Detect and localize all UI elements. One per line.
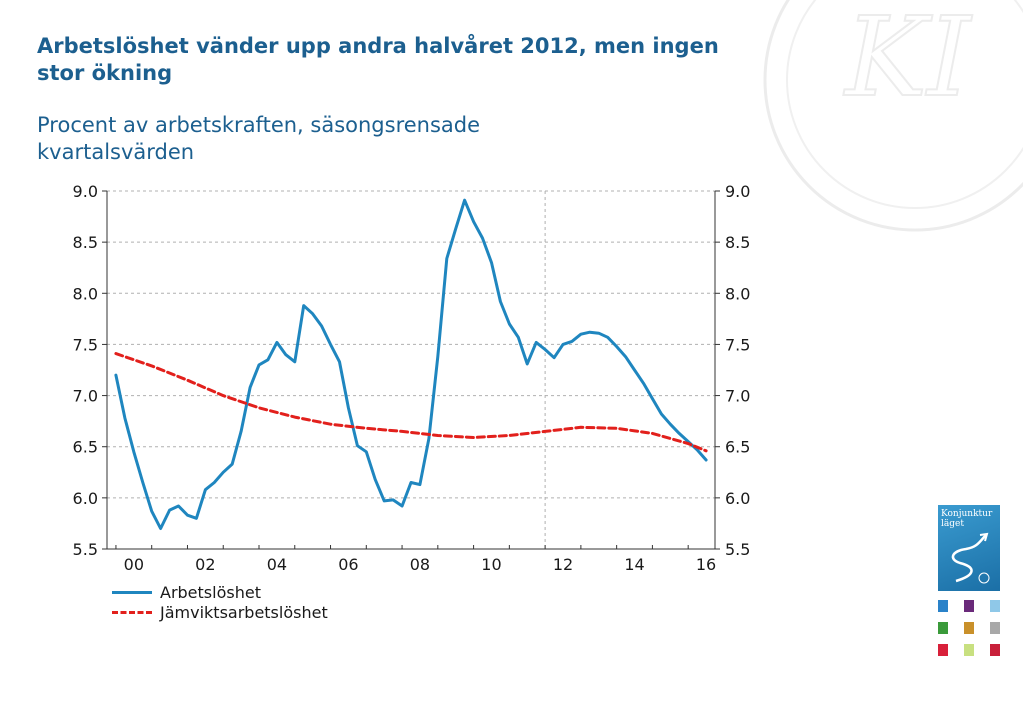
x-tick-label: 04 [267, 555, 287, 574]
x-tick-label: 06 [338, 555, 358, 574]
series-line-jamviktsarbetsloshet [114, 352, 708, 453]
y-tick-label-right: 8.5 [725, 233, 750, 252]
legend: Arbetslöshet Jämviktsarbetslöshet [112, 582, 328, 622]
svg-text:KI: KI [843, 0, 973, 121]
gridlines [107, 190, 715, 499]
cover-title-line2: läget [941, 519, 964, 529]
report-thumbnail [938, 622, 948, 634]
y-tick-label-left: 6.0 [73, 489, 98, 508]
y-tick-label-right: 6.5 [725, 438, 750, 457]
report-thumbnail [964, 644, 974, 656]
cover-title-line1: Konjunktur [941, 509, 993, 519]
y-tick-label-right: 7.0 [725, 387, 750, 406]
legend-item-jamviktsarbetsloshet: Jämviktsarbetslöshet [112, 602, 328, 622]
y-tick-label-right: 5.5 [725, 540, 750, 559]
y-tick-label-left: 6.5 [73, 438, 98, 457]
x-tick-label: 02 [195, 555, 215, 574]
legend-item-arbetsloshet: Arbetslöshet [112, 582, 328, 602]
report-thumbnail [964, 622, 974, 634]
legend-label-jamviktsarbetsloshet: Jämviktsarbetslöshet [160, 602, 328, 622]
legend-swatch-dashed [112, 610, 152, 614]
y-tick-label-left: 9.0 [73, 182, 98, 201]
legend-swatch-solid [112, 590, 152, 594]
y-tick-label-right: 9.0 [725, 182, 750, 201]
x-tick-label: 10 [481, 555, 501, 574]
line-chart: 5.5 5.5 6.0 6.0 6.5 6.5 7.0 7.0 7.5 7.5 8.0 8.0 8.5 8… [73, 182, 751, 574]
series-line-arbetsloshet [114, 198, 708, 530]
report-thumbnail [990, 622, 1000, 634]
y-tick-label-left: 8.0 [73, 284, 98, 303]
y-tick-label-right: 6.0 [725, 489, 750, 508]
x-tick-label: 08 [410, 555, 430, 574]
report-thumbnail [964, 600, 974, 612]
report-thumbnail [938, 600, 948, 612]
chart-title: Arbetslöshet vänder upp andra halvåret 2… [37, 34, 719, 85]
x-tick-label: 00 [124, 555, 144, 574]
report-thumbnail [938, 644, 948, 656]
y-tick-label-right: 8.0 [725, 284, 750, 303]
x-tick-label: 16 [696, 555, 716, 574]
report-cover-thumbnail: Konjunktur läget [938, 505, 1000, 591]
series [114, 198, 708, 530]
institute-seal-watermark: KI [763, 0, 1023, 232]
y-tick-label-right: 7.5 [725, 335, 750, 354]
report-thumbnail [990, 644, 1000, 656]
legend-label-arbetsloshet: Arbetslöshet [160, 582, 261, 602]
axes [102, 190, 720, 550]
y-tick-label-left: 8.5 [73, 233, 98, 252]
x-tick-label: 12 [553, 555, 573, 574]
y-tick-label-left: 5.5 [73, 540, 98, 559]
x-tick-label: 14 [624, 555, 644, 574]
report-thumbnail [990, 600, 1000, 612]
cover-squiggle-icon [951, 532, 990, 584]
report-thumbnails [938, 600, 1000, 656]
tick-labels: 5.5 5.5 6.0 6.0 6.5 6.5 7.0 7.0 7.5 7.5 8.0 8.0 8.5 8… [73, 182, 751, 574]
y-tick-label-left: 7.5 [73, 335, 98, 354]
y-tick-label-left: 7.0 [73, 387, 98, 406]
chart-subtitle: Procent av arbetskraften, säsongsrensade… [37, 113, 481, 164]
